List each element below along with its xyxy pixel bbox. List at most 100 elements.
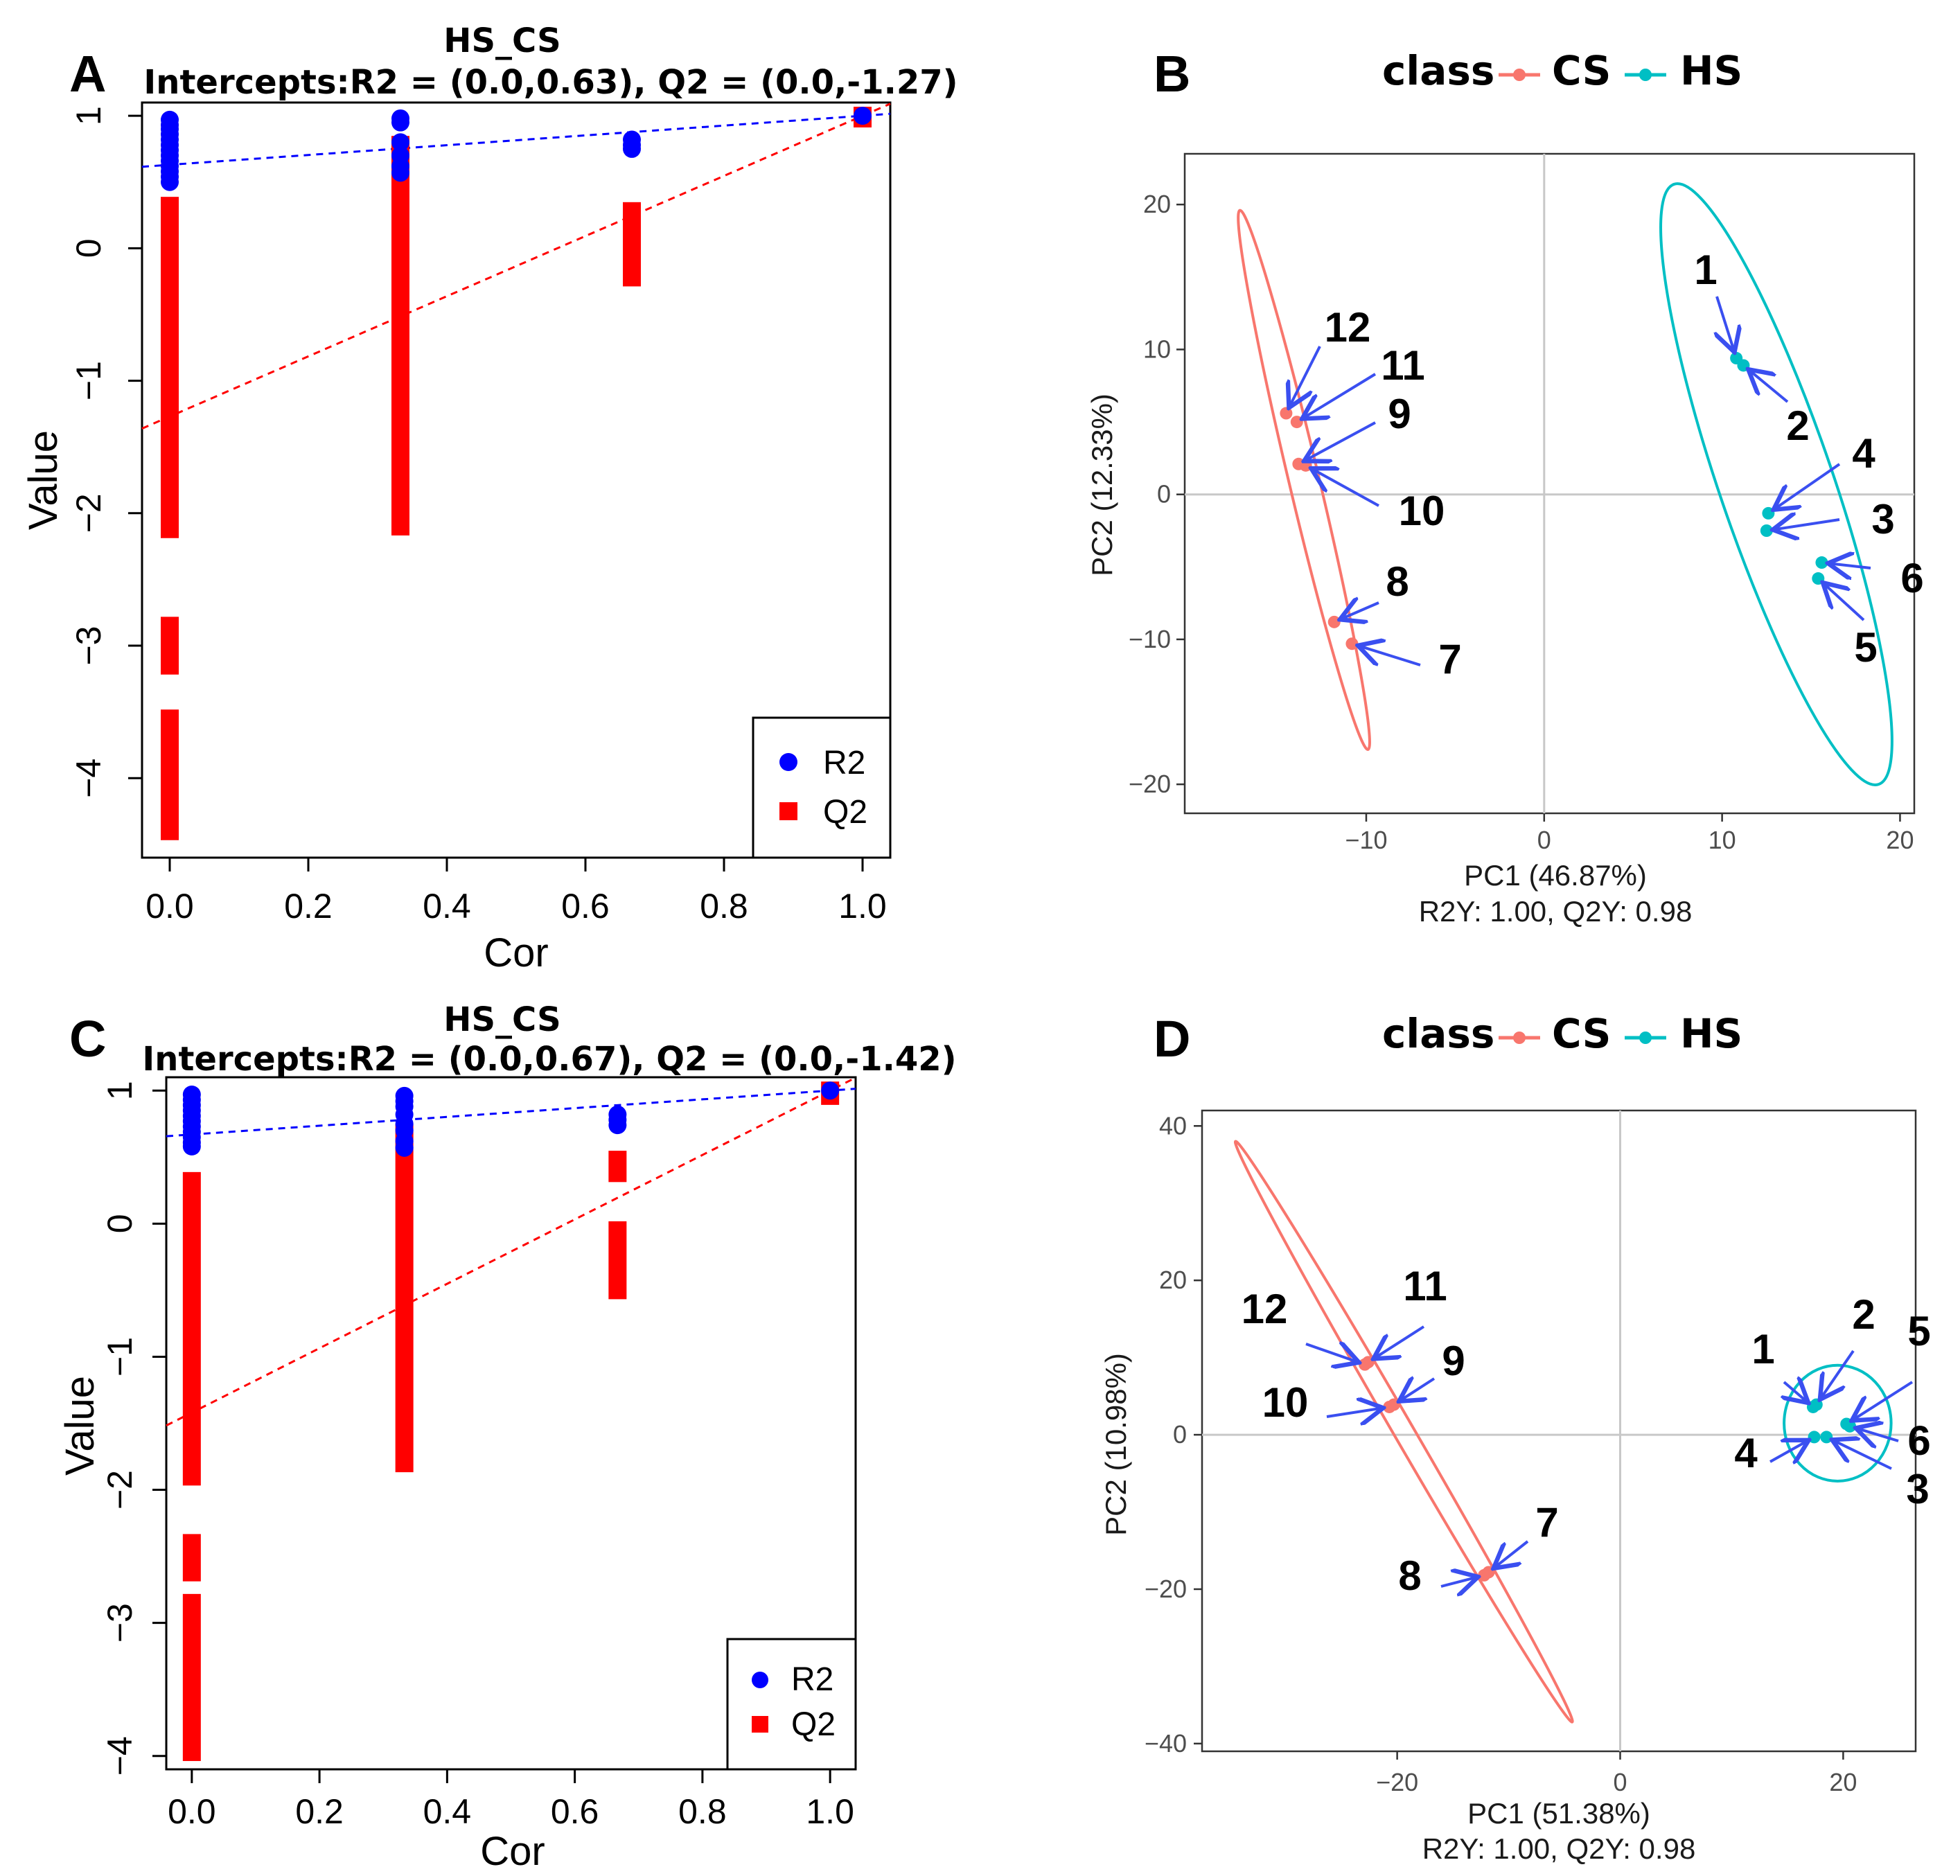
- panel-letter-d: D: [1154, 1010, 1190, 1068]
- cs-confidence-ellipse: [1233, 1140, 1574, 1724]
- y-tick-label: 10: [1143, 335, 1171, 363]
- x-tick-label: −10: [1345, 826, 1387, 854]
- annotation-arrow-10: [1314, 470, 1379, 507]
- y-tick-label: −3: [100, 1603, 139, 1643]
- x-axis-label: Cor: [480, 1829, 545, 1874]
- q2-point-group: [608, 1221, 627, 1300]
- y-axis-label: Value: [58, 1376, 103, 1476]
- r2-point: [391, 133, 409, 152]
- legend: R2 Q2: [726, 1638, 857, 1771]
- annotation-arrow-11: [1305, 373, 1377, 417]
- sample-point-4: [1762, 506, 1775, 520]
- legend: R2 Q2: [752, 716, 892, 859]
- r2-point: [182, 1137, 201, 1156]
- x-tick-label: 0.6: [561, 887, 610, 926]
- class-legend: class CS HS: [1382, 1010, 1742, 1057]
- x-tick-label: 0.0: [168, 1792, 216, 1831]
- x-axis-label: PC1 (51.38%): [1467, 1797, 1650, 1830]
- r2-intercept-line: [141, 112, 891, 168]
- annotation-arrow-5: [1854, 1381, 1914, 1419]
- annotation-label-8: 8: [1386, 558, 1409, 605]
- panel-letter-c: C: [69, 1010, 106, 1068]
- sample-point-10: [1383, 1400, 1396, 1413]
- panel-a: A HS_CS Intercepts:R2 = (0.0,0.63), Q2 =…: [21, 21, 958, 975]
- annotation-label-5: 5: [1854, 624, 1877, 671]
- axis-ticks: −10 0 10 20 20 10 0 −10 −20: [1129, 190, 1914, 854]
- axis-ticks: 0.0 0.2 0.4 0.6 0.8 1.0 1 0 −1 −2 −3 −4: [69, 106, 887, 926]
- r2-intercept-line: [166, 1088, 856, 1138]
- legend-q2-marker: [752, 1716, 768, 1733]
- y-axis-label: Value: [21, 430, 66, 530]
- annotation-arrow-8: [1440, 1577, 1476, 1586]
- annotation-label-9: 9: [1442, 1338, 1465, 1384]
- x-tick-label: 0: [1614, 1768, 1627, 1796]
- annotation-arrow-3: [1776, 520, 1840, 529]
- annotation-label-6: 6: [1907, 1417, 1930, 1464]
- sample-point-8: [1327, 615, 1341, 628]
- legend-cs-marker: [1513, 1032, 1526, 1044]
- plot-frame: [1201, 1109, 1917, 1753]
- sample-point-2: [1810, 1398, 1823, 1411]
- y-tick-label: −20: [1145, 1575, 1187, 1603]
- annotation-label-3: 3: [1871, 496, 1894, 542]
- legend-box: [752, 716, 892, 859]
- legend-cs-label: CS: [1552, 47, 1611, 94]
- x-tick-label: −20: [1376, 1768, 1418, 1796]
- x-tick-label: 0.6: [551, 1792, 599, 1831]
- sample-point-7: [1345, 637, 1359, 651]
- annotation-arrow-7: [1496, 1540, 1529, 1566]
- x-tick-label: 0.8: [700, 887, 748, 926]
- r2-point: [821, 1081, 840, 1100]
- chart-subtitle: Intercepts:R2 = (0.0,0.67), Q2 = (0.0,-1…: [142, 1040, 956, 1079]
- q2-point-group: [391, 136, 409, 516]
- x-tick-label: 0.0: [145, 887, 194, 926]
- sample-point-2: [1737, 359, 1750, 372]
- annotation-arrow-4: [1769, 1442, 1806, 1462]
- plot-marks: [1185, 154, 1914, 813]
- y-tick-label: 1: [69, 106, 108, 125]
- y-tick-label: −40: [1145, 1729, 1187, 1758]
- chart-title: HS_CS: [443, 21, 560, 60]
- annotation-arrow-6: [1858, 1429, 1899, 1441]
- plot-frame: [165, 1076, 857, 1771]
- panel-letter-b: B: [1154, 45, 1190, 103]
- legend-hs-marker: [1639, 69, 1652, 81]
- annotation-arrow-9: [1402, 1379, 1436, 1400]
- legend-hs-label: HS: [1680, 1010, 1742, 1057]
- y-tick-label: −1: [69, 361, 108, 400]
- legend-cs-label: CS: [1552, 1010, 1611, 1057]
- y-tick-label: 0: [1173, 1420, 1187, 1449]
- legend-q2-label: Q2: [823, 794, 867, 831]
- r2-point: [395, 1138, 414, 1157]
- plot-frame: [141, 101, 892, 859]
- sample-point-4: [1808, 1431, 1821, 1444]
- annotation-label-3: 3: [1906, 1466, 1929, 1512]
- annotation-arrow-2: [1821, 1350, 1855, 1397]
- annotation-label-10: 10: [1399, 488, 1445, 534]
- y-tick-label: 1: [100, 1081, 139, 1100]
- axis-ticks: −20 0 20 40 20 0 −20 −40: [1145, 1111, 1857, 1796]
- x-tick-label: 0.2: [284, 887, 333, 926]
- annotation-arrow-1: [1717, 296, 1733, 350]
- chart-subtitle: Intercepts:R2 = (0.0,0.63), Q2 = (0.0,-1…: [143, 63, 957, 102]
- q2-point-group: [182, 1534, 201, 1582]
- annotation-label-10: 10: [1262, 1379, 1309, 1426]
- y-tick-label: 0: [1157, 480, 1171, 508]
- annotation-label-11: 11: [1381, 342, 1424, 389]
- annotation-label-4: 4: [1852, 430, 1875, 477]
- r2-point: [161, 172, 179, 191]
- annotation-arrow-9: [1307, 421, 1376, 460]
- legend-r2-marker: [752, 1672, 768, 1688]
- x-axis-label: PC1 (46.87%): [1464, 859, 1647, 892]
- y-tick-label: 0: [69, 238, 108, 258]
- x-tick-label: 0.4: [423, 1792, 472, 1831]
- y-tick-label: −10: [1129, 625, 1171, 653]
- annotation-label-12: 12: [1325, 304, 1371, 351]
- q2-point-group: [161, 617, 179, 675]
- x-tick-label: 0.2: [295, 1792, 344, 1831]
- q2-intercept-line: [141, 103, 891, 430]
- panel-c: C HS_CS Intercepts:R2 = (0.0,0.67), Q2 =…: [58, 1000, 957, 1874]
- hs-confidence-ellipse: [1659, 182, 1893, 786]
- y-tick-label: −4: [100, 1736, 139, 1776]
